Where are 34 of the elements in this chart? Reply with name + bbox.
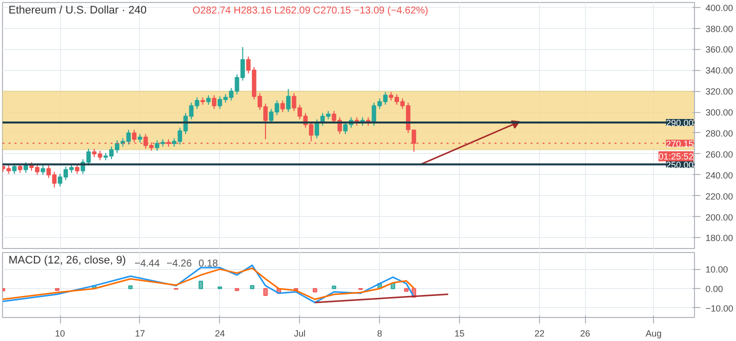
chart-title: Ethereum / U.S. Dollar · 240 [8, 4, 147, 16]
y-tick-label: 300.00 [706, 108, 734, 118]
y-tick-label: 240.00 [706, 170, 734, 180]
y-tick-label: 260.00 [706, 149, 734, 160]
chart-subtitle: O282.74 H283.16 L262.09 C270.15 −13.09 (−4.62%) [192, 6, 428, 16]
ref-line-label: 250.00 [666, 160, 694, 170]
annotation: 0.18 [198, 258, 218, 270]
y-tick-label: 280.00 [706, 128, 734, 138]
x-tick-label: 24 [214, 328, 225, 338]
ref-line-label: 290.00 [666, 118, 694, 128]
annotation: 01:25:52 [658, 151, 694, 162]
x-tick-label: 26 [580, 328, 590, 338]
y-tick-label: 400.00 [706, 2, 734, 13]
y-tick-label: 360.00 [706, 44, 734, 55]
ref-line-label: 270.15 [666, 138, 694, 149]
x-tick-label: 22 [534, 328, 544, 338]
y-tick-label: 220.00 [706, 191, 734, 202]
chart-title: MACD (12, 26, close, 9) [8, 254, 126, 266]
x-tick-label: Jul [294, 328, 306, 338]
y-tick-label: −10.00 [706, 303, 734, 314]
y-tick-label: 200.00 [706, 212, 734, 222]
y-tick-label: 0.00 [706, 284, 724, 294]
y-tick-label: 380.00 [706, 24, 734, 34]
annotation: −4.44 [134, 258, 160, 270]
x-tick-label: Aug [646, 328, 662, 338]
y-tick-label: 180.00 [706, 233, 734, 244]
y-tick-label: 10.00 [706, 264, 728, 275]
annotation: −4.26 [166, 258, 192, 270]
x-tick-label: 8 [377, 328, 382, 338]
x-tick-label: 15 [454, 328, 465, 338]
x-tick-label: 10 [55, 328, 66, 338]
y-tick-label: 320.00 [706, 86, 734, 97]
x-tick-label: 17 [134, 328, 145, 338]
y-tick-label: 340.00 [706, 66, 734, 76]
